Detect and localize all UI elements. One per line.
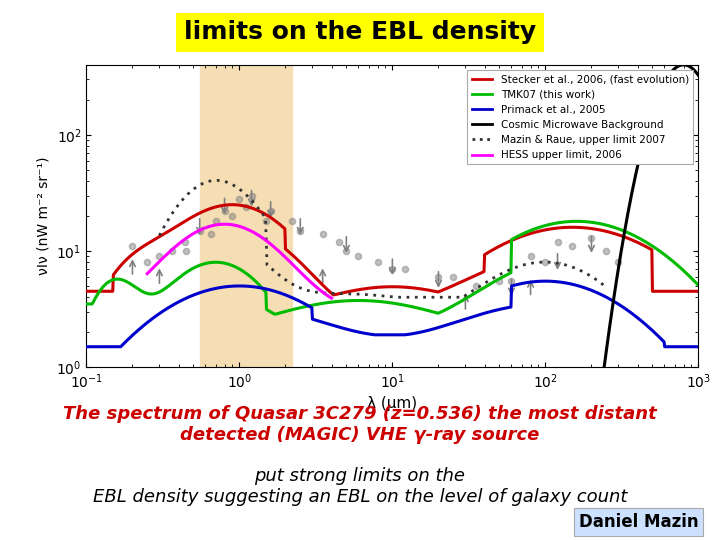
Point xyxy=(540,258,552,267)
Point xyxy=(210,217,222,226)
Point xyxy=(205,230,217,238)
Point xyxy=(153,252,165,261)
Point xyxy=(246,191,257,200)
Point xyxy=(341,247,352,255)
Point xyxy=(399,265,410,273)
Point xyxy=(294,226,306,235)
Point xyxy=(505,277,517,286)
Point xyxy=(387,265,398,273)
X-axis label: λ (μm): λ (μm) xyxy=(367,396,418,411)
Point xyxy=(372,258,383,267)
Point xyxy=(333,238,345,246)
Point xyxy=(353,252,364,261)
Point xyxy=(525,252,536,261)
Point xyxy=(317,230,328,238)
Point xyxy=(261,217,272,226)
Point xyxy=(585,233,597,242)
Text: put strong limits on the
EBL density suggesting an EBL on the level of galaxy co: put strong limits on the EBL density sug… xyxy=(93,468,627,506)
Point xyxy=(194,226,205,235)
Point xyxy=(179,238,191,246)
Bar xyxy=(199,65,292,367)
Point xyxy=(219,207,230,215)
Point xyxy=(233,195,245,204)
Point xyxy=(613,258,624,267)
Point xyxy=(240,202,251,211)
Y-axis label: νIν (nW m⁻² sr⁻¹): νIν (nW m⁻² sr⁻¹) xyxy=(37,157,50,275)
Legend: Stecker et al., 2006, (fast evolution), TMK07 (this work), Primack et al., 2005,: Stecker et al., 2006, (fast evolution), … xyxy=(467,70,693,164)
Point xyxy=(600,247,612,255)
Point xyxy=(552,238,563,246)
Point xyxy=(494,277,505,286)
Point xyxy=(181,247,192,255)
Text: Daniel Mazin: Daniel Mazin xyxy=(579,514,698,531)
Text: limits on the EBL density: limits on the EBL density xyxy=(184,21,536,44)
Point xyxy=(433,273,444,281)
Point xyxy=(567,242,578,251)
Point xyxy=(127,242,138,251)
Text: The spectrum of Quasar 3C279 (z=0.536) the most distant
detected (MAGIC) VHE γ-r: The spectrum of Quasar 3C279 (z=0.536) t… xyxy=(63,405,657,444)
Point xyxy=(265,207,276,215)
Point xyxy=(142,258,153,267)
Point xyxy=(470,282,482,291)
Point xyxy=(227,212,238,220)
Point xyxy=(166,247,177,255)
Point xyxy=(286,217,297,226)
Point xyxy=(448,273,459,281)
